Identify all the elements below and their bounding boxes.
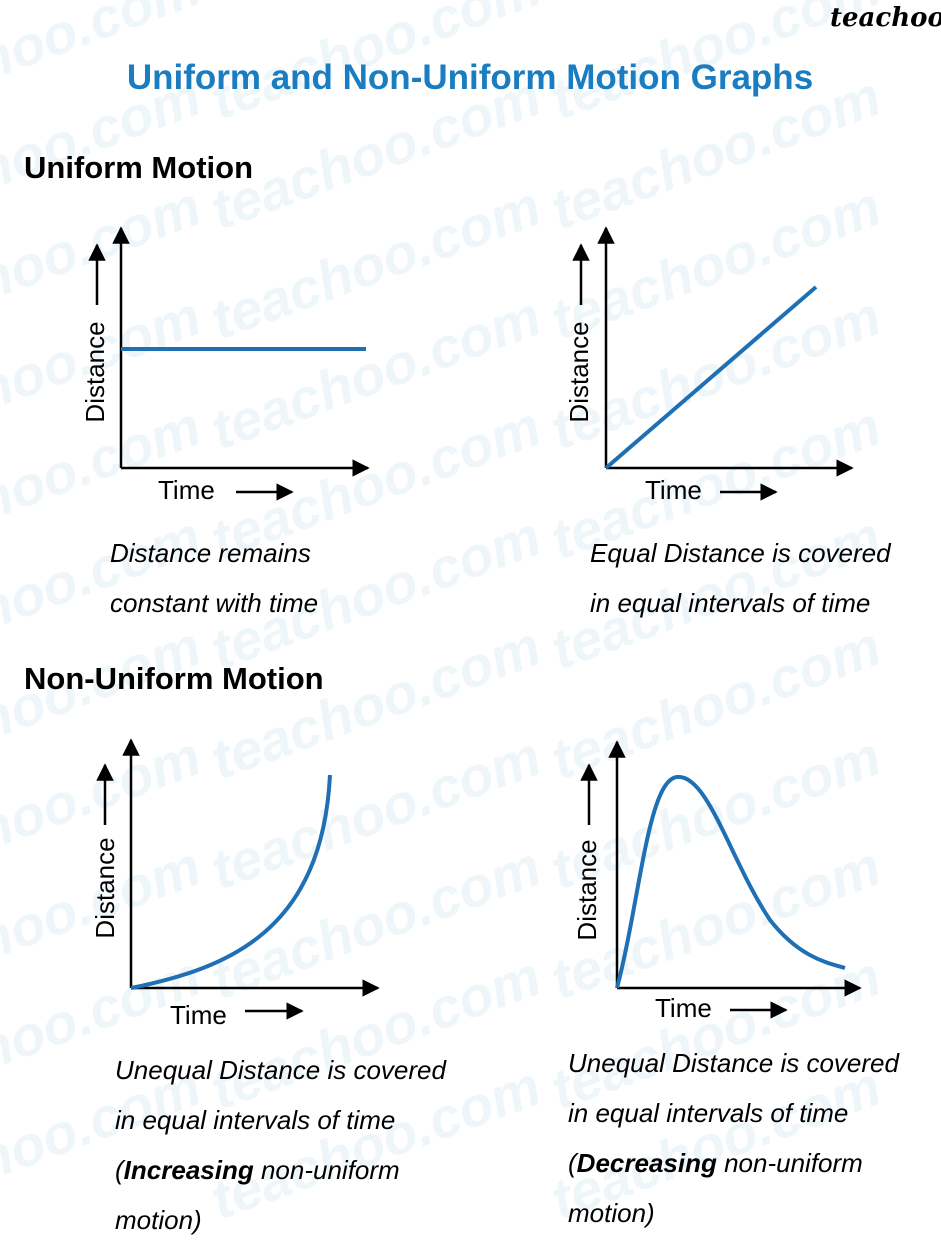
caption: motion): [115, 1205, 202, 1235]
caption-note: (Decreasing non-uniform: [568, 1148, 863, 1178]
section-heading: Uniform Motion: [24, 150, 253, 185]
graph: Distance Time Unequal Distance is covere…: [90, 738, 447, 1235]
caption: Unequal Distance is covered: [568, 1048, 900, 1078]
curve: [615, 775, 846, 989]
y-label: Distance: [572, 839, 602, 940]
caption: Distance remains: [110, 538, 311, 568]
caption: Equal Distance is covered: [590, 538, 892, 568]
graph: Distance Time Distance remains constant …: [80, 226, 370, 618]
y-label: Distance: [564, 321, 594, 422]
note-text: non-uniform: [717, 1148, 863, 1178]
y-label: Distance: [90, 837, 120, 938]
curve: [604, 285, 818, 470]
x-label: Time: [645, 475, 702, 505]
section-heading: Non-Uniform Motion: [24, 661, 324, 696]
note-text: non-uniform: [254, 1155, 400, 1185]
caption: Unequal Distance is covered: [115, 1055, 447, 1085]
note-text: (: [568, 1148, 579, 1178]
note-bold: Increasing: [124, 1155, 254, 1185]
caption: constant with time: [110, 588, 318, 618]
note-bold: Decreasing: [577, 1148, 717, 1178]
y-label: Distance: [80, 321, 110, 422]
graph: Distance Time Equal Distance is covered …: [564, 226, 892, 618]
x-label: Time: [170, 1000, 227, 1030]
x-label: Time: [655, 993, 712, 1023]
caption-note: (Increasing non-uniform: [115, 1155, 400, 1185]
curve: [130, 774, 332, 990]
x-label: Time: [158, 475, 215, 505]
caption: in equal intervals of time: [568, 1098, 848, 1128]
brand: teachoo: [830, 3, 941, 33]
caption: in equal intervals of time: [590, 588, 870, 618]
caption: motion): [568, 1198, 655, 1228]
caption: in equal intervals of time: [115, 1105, 395, 1135]
title: Uniform and Non-Uniform Motion Graphs: [127, 58, 813, 97]
note-text: (: [115, 1155, 126, 1185]
graph: Distance Time Unequal Distance is covere…: [568, 740, 900, 1228]
